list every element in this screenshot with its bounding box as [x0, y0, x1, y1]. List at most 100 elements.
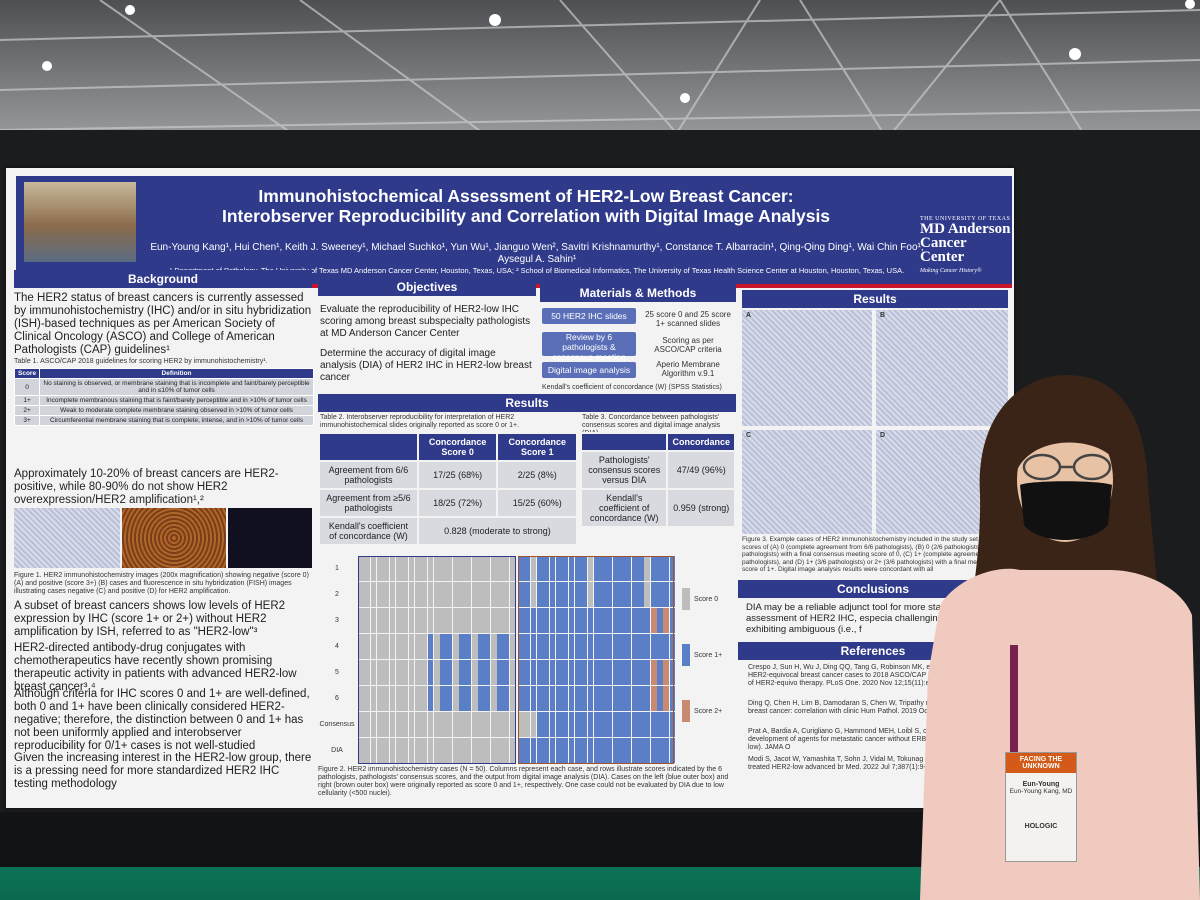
heatmap-cell: [414, 608, 421, 633]
heatmap-cell: [631, 712, 638, 737]
heatmap-cell: [408, 686, 415, 711]
heatmap-cell: [465, 660, 472, 685]
heatmap-cell: [663, 582, 670, 607]
heatmap-cell: [383, 608, 390, 633]
name-badge: FACING THE UNKNOWN Eun-Young Eun-Young K…: [1005, 752, 1077, 862]
heatmap-cell: [524, 738, 531, 763]
heatmap-cell: [581, 738, 587, 763]
heatmap-cell: [484, 660, 491, 685]
heatmap-cell: [446, 660, 453, 685]
heatmap-cell: [574, 712, 581, 737]
heatmap-cell: [518, 634, 524, 659]
heatmap-cell: [452, 686, 459, 711]
heatmap-cell: [600, 556, 606, 581]
heatmap-cell: [395, 556, 402, 581]
heatmap-cell: [631, 634, 638, 659]
heatmap-cell: [562, 712, 569, 737]
heatmap-cell: [638, 634, 644, 659]
heatmap-cell: [402, 738, 409, 763]
heatmap-cell: [574, 738, 581, 763]
section-objectives-heading: Objectives: [318, 278, 536, 296]
heatmap-cell: [663, 634, 670, 659]
heatmap-cell: [509, 634, 516, 659]
heatmap-cell: [389, 608, 396, 633]
heatmap-cell: [543, 660, 550, 685]
heatmap-left-outline: [358, 556, 516, 764]
heatmap-cell: [402, 608, 409, 633]
heatmap-cell: [484, 712, 491, 737]
heatmap-cell: [364, 660, 371, 685]
heatmap-cell: [669, 582, 676, 607]
face-mask: [1020, 481, 1112, 540]
heatmap-cell: [619, 712, 625, 737]
table1-score: 2+: [13, 405, 41, 416]
heatmap-row-label: Consensus: [319, 721, 355, 728]
heatmap-cell: [446, 556, 453, 581]
heatmap-cell: [581, 660, 587, 685]
heatmap-cell: [433, 608, 440, 633]
background-p4: HER2-directed antibody-drug conjugates w…: [14, 642, 297, 693]
heatmap-cell: [657, 686, 663, 711]
heatmap-cell: [490, 582, 497, 607]
hair-front: [1012, 401, 1120, 475]
heatmap-cell: [536, 686, 543, 711]
heatmap-cell: [663, 608, 670, 633]
heatmap-cell: [650, 556, 657, 581]
t2-header: [318, 432, 419, 462]
heatmap-cell: [427, 634, 434, 659]
heatmap-cell: [663, 556, 670, 581]
heatmap-cell: [370, 712, 377, 737]
t2-cell: 17/25 (68%): [416, 460, 499, 490]
heatmap-cell: [536, 634, 543, 659]
heatmap-cell: [606, 608, 613, 633]
heatmap-cell: [497, 634, 503, 659]
heatmap-cell: [644, 660, 651, 685]
heatmap-cell: [383, 686, 390, 711]
heatmap-cell: [395, 712, 402, 737]
heatmap-cell: [593, 582, 600, 607]
heatmap-cell: [625, 738, 632, 763]
table3-dia: Concordance Pathologists' consensus scor…: [579, 432, 736, 528]
badge-event: FACING THE UNKNOWN: [1006, 753, 1076, 773]
heatmap-cell: [376, 660, 383, 685]
heatmap-cell: [433, 738, 440, 763]
t2-header: Concordance Score 1: [496, 432, 578, 462]
heatmap-cell: [503, 608, 510, 633]
heatmap-cell: [581, 686, 587, 711]
heatmap-cell: [402, 634, 409, 659]
heatmap-cell: [555, 712, 562, 737]
heatmap-cell: [440, 712, 446, 737]
heatmap-cell: [459, 556, 465, 581]
heatmap-cell: [574, 634, 581, 659]
heatmap-cell: [402, 686, 409, 711]
heatmap-cell: [612, 660, 619, 685]
heatmap-cell: [568, 556, 575, 581]
heatmap-cell: [459, 738, 465, 763]
heatmap-cell: [484, 634, 491, 659]
heatmap-cell: [471, 582, 478, 607]
heatmap-cell: [452, 608, 459, 633]
heatmap-cell: [650, 582, 657, 607]
heatmap-cell: [593, 608, 600, 633]
heatmap-cell: [600, 738, 606, 763]
heatmap-cell: [600, 686, 606, 711]
heatmap-cell: [568, 634, 575, 659]
heatmap-cell: [518, 738, 524, 763]
heatmap-cell: [644, 582, 651, 607]
heatmap-cell: [471, 686, 478, 711]
heatmap-cell: [414, 660, 421, 685]
heatmap-cell: [478, 582, 484, 607]
heatmap-cell: [408, 660, 415, 685]
heatmap-cell: [543, 556, 550, 581]
heatmap-cell: [631, 660, 638, 685]
heatmap-cell: [465, 634, 472, 659]
figure3-label-c: C: [746, 432, 752, 439]
heatmap-cell: [389, 660, 396, 685]
heatmap-cell: [568, 738, 575, 763]
conclusion-1: DIA may be a reliable adjunct tool for m…: [746, 602, 993, 635]
heatmap-cell: [471, 660, 478, 685]
heatmap-cell: [574, 660, 581, 685]
heatmap-cell: [625, 608, 632, 633]
heatmap-cell: [364, 686, 371, 711]
heatmap-row-label: 3: [335, 617, 339, 624]
